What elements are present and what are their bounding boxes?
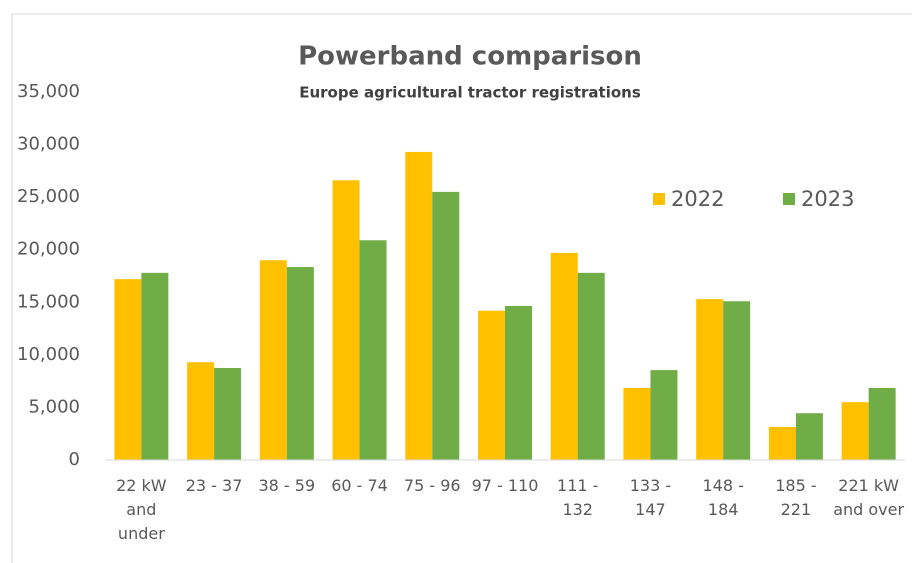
bar bbox=[696, 299, 724, 460]
bar bbox=[868, 387, 896, 460]
x-tick-label: 97 - 110 bbox=[471, 476, 539, 495]
y-tick-label: 5,000 bbox=[28, 396, 80, 417]
chart-title: Powerband comparison bbox=[298, 42, 642, 72]
legend-swatch bbox=[653, 193, 665, 205]
x-tick-label: 38 - 59 bbox=[258, 476, 316, 495]
bar bbox=[432, 191, 460, 460]
bar bbox=[332, 180, 360, 460]
y-tick-label: 20,000 bbox=[17, 239, 80, 260]
bar bbox=[187, 362, 215, 460]
y-tick-label: 35,000 bbox=[17, 81, 80, 102]
chart-subtitle: Europe agricultural tractor registration… bbox=[299, 84, 641, 102]
bar bbox=[478, 310, 505, 460]
x-tick-label: 22 kW and under bbox=[116, 476, 167, 543]
bar bbox=[505, 305, 532, 460]
bar bbox=[359, 240, 387, 460]
bar bbox=[577, 272, 605, 460]
y-tick-label: 15,000 bbox=[17, 291, 80, 312]
bar bbox=[141, 272, 169, 460]
x-tick-label: 75 - 96 bbox=[403, 476, 461, 495]
bar bbox=[623, 387, 651, 460]
bar bbox=[795, 413, 823, 460]
bar bbox=[768, 426, 796, 460]
bar bbox=[405, 151, 433, 460]
bar bbox=[214, 368, 242, 460]
bar bbox=[259, 260, 287, 460]
bar bbox=[114, 279, 142, 460]
x-tick-label: 221 kW and over bbox=[833, 476, 905, 519]
legend-swatch bbox=[783, 193, 795, 205]
x-tick-label: 185 - 221 bbox=[775, 476, 817, 519]
x-tick-label: 60 - 74 bbox=[331, 476, 388, 495]
legend-label: 2023 bbox=[801, 187, 854, 211]
x-tick-label: 133 - 147 bbox=[629, 476, 672, 519]
y-tick-label: 30,000 bbox=[17, 134, 80, 155]
x-tick-label: 111 - 132 bbox=[557, 476, 599, 519]
bar bbox=[286, 267, 314, 460]
x-tick-label: 148 - 184 bbox=[702, 476, 744, 519]
bar bbox=[841, 402, 869, 460]
bar bbox=[550, 252, 578, 460]
bar bbox=[650, 370, 678, 460]
legend-label: 2022 bbox=[671, 187, 724, 211]
bar bbox=[723, 301, 751, 460]
x-tick-label: 23 - 37 bbox=[185, 476, 243, 495]
y-tick-label: 25,000 bbox=[17, 186, 80, 207]
y-tick-label: 10,000 bbox=[17, 344, 80, 365]
y-tick-label: 0 bbox=[69, 449, 80, 470]
chart-frame bbox=[11, 13, 912, 563]
